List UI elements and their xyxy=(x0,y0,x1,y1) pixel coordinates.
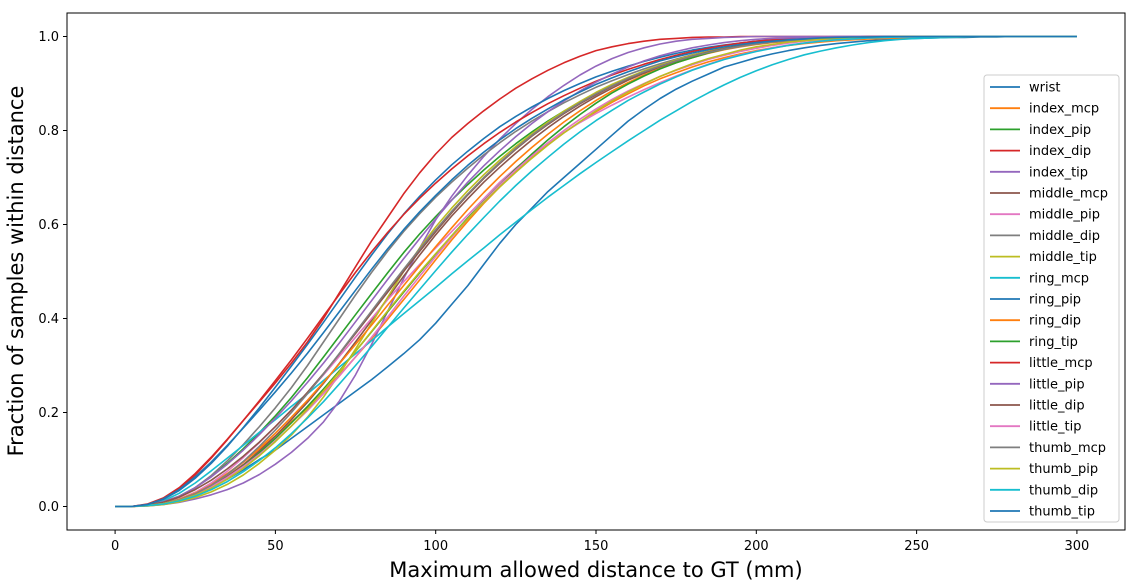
legend-label: ring_pip xyxy=(1029,293,1081,308)
y-tick-label: 0.4 xyxy=(38,312,59,327)
legend-item-thumb-tip: thumb_tip xyxy=(990,505,1095,520)
legend-label: little_dip xyxy=(1029,399,1085,414)
x-tick-label: 0 xyxy=(111,539,119,554)
y-axis-ticks: 0.0 0.2 0.4 0.6 0.8 1.0 xyxy=(38,30,67,515)
y-tick-label: 0.8 xyxy=(38,124,59,139)
legend-box xyxy=(983,74,1120,523)
legend-label: middle_pip xyxy=(1029,208,1100,223)
x-tick-label: 150 xyxy=(584,539,609,554)
legend-label: little_pip xyxy=(1029,377,1085,392)
y-tick-label: 0.6 xyxy=(38,218,59,233)
x-axis-ticks: 0 50 100 150 200 250 300 xyxy=(111,530,1089,554)
legend-item-ring-mcp: ring_mcp xyxy=(990,271,1089,286)
legend-label: ring_mcp xyxy=(1029,271,1089,286)
y-tick-label: 0.0 xyxy=(38,500,59,515)
legend-label: index_pip xyxy=(1029,123,1091,138)
legend-item-little-pip: little_pip xyxy=(990,377,1085,392)
legend-label: thumb_dip xyxy=(1029,483,1098,498)
y-tick-label: 1.0 xyxy=(38,30,59,45)
legend-label: index_dip xyxy=(1029,144,1091,159)
legend-label: middle_dip xyxy=(1029,229,1100,244)
legend-item-ring-dip: ring_dip xyxy=(990,314,1081,329)
x-tick-label: 250 xyxy=(904,539,929,554)
legend-item-index-tip: index_tip xyxy=(990,165,1088,180)
legend-label: thumb_tip xyxy=(1029,505,1095,520)
x-tick-label: 200 xyxy=(744,539,769,554)
y-tick-label: 0.2 xyxy=(38,406,59,421)
legend-item-index-mcp: index_mcp xyxy=(990,102,1099,117)
x-tick-label: 100 xyxy=(423,539,448,554)
y-axis-label: Fraction of samples within distance xyxy=(4,86,28,457)
legend-item-index-dip: index_dip xyxy=(990,144,1091,159)
legend-item-thumb-pip: thumb_pip xyxy=(990,462,1098,477)
legend-label: ring_dip xyxy=(1029,314,1081,329)
x-axis-label: Maximum allowed distance to GT (mm) xyxy=(389,558,802,582)
legend-item-thumb-dip: thumb_dip xyxy=(990,483,1098,498)
legend-label: middle_tip xyxy=(1029,250,1097,265)
legend-item-ring-pip: ring_pip xyxy=(990,293,1081,308)
legend-label: thumb_mcp xyxy=(1029,441,1106,456)
legend-label: wrist xyxy=(1029,81,1060,96)
legend-item-wrist: wrist xyxy=(990,81,1060,96)
legend-item-little-dip: little_dip xyxy=(990,399,1085,414)
legend-item-little-tip: little_tip xyxy=(990,420,1082,435)
x-tick-label: 300 xyxy=(1064,539,1089,554)
legend: wrist index_mcp index_pip index_dip index_ti… xyxy=(983,74,1120,523)
legend-label: index_tip xyxy=(1029,165,1088,180)
legend-item-middle-pip: middle_pip xyxy=(990,208,1100,223)
legend-label: little_tip xyxy=(1029,420,1082,435)
legend-item-ring-tip: ring_tip xyxy=(990,335,1078,350)
legend-item-middle-tip: middle_tip xyxy=(990,250,1097,265)
legend-item-index-pip: index_pip xyxy=(990,123,1091,138)
series-line-ring-mcp xyxy=(115,35,1077,508)
legend-label: little_mcp xyxy=(1029,356,1093,371)
legend-label: index_mcp xyxy=(1029,102,1099,117)
legend-item-middle-mcp: middle_mcp xyxy=(990,187,1108,202)
legend-item-little-mcp: little_mcp xyxy=(990,356,1093,371)
legend-label: middle_mcp xyxy=(1029,187,1108,202)
legend-label: ring_tip xyxy=(1029,335,1078,350)
series-line-thumb-tip xyxy=(115,35,1077,508)
legend-item-middle-dip: middle_dip xyxy=(990,229,1100,244)
legend-item-thumb-mcp: thumb_mcp xyxy=(990,441,1106,456)
series-lines xyxy=(115,35,1077,508)
legend-label: thumb_pip xyxy=(1029,462,1098,477)
x-tick-label: 50 xyxy=(267,539,284,554)
